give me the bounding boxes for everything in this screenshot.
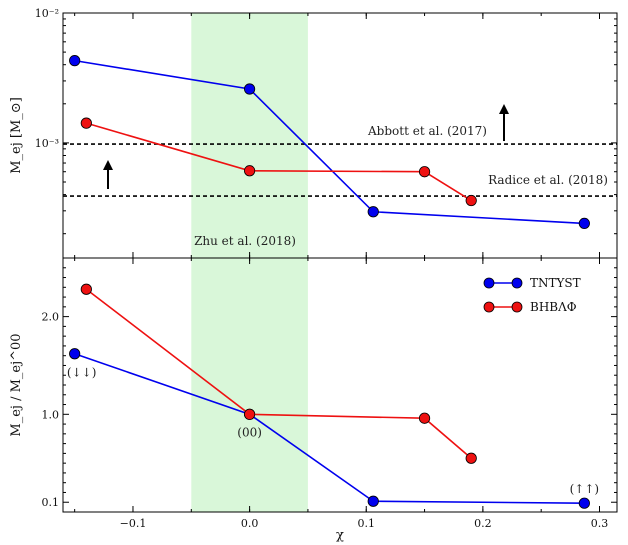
point-label-2: (00) xyxy=(237,425,262,439)
series-line-bottom-2 xyxy=(85,288,472,459)
point-label-1: (↓↓) xyxy=(67,366,96,380)
data-point-top-1-2 xyxy=(244,83,256,95)
annotation-radice: Radice et al. (2018) xyxy=(488,173,608,187)
legend-marker-left-1 xyxy=(483,277,495,289)
series-line-bottom-1 xyxy=(74,352,585,505)
data-point-top-2-3 xyxy=(418,166,431,178)
x-axis-label: χ xyxy=(336,528,344,543)
data-point-top-2-2 xyxy=(244,165,256,177)
data-point-top-2-4 xyxy=(465,194,477,207)
shaded-band-top xyxy=(191,13,308,258)
data-point-top-1-1 xyxy=(69,55,81,67)
shaded-band-bottom xyxy=(191,258,308,512)
y-tick-label-top-2: 10⁻³ xyxy=(35,137,59,150)
arrow-radice-head xyxy=(103,160,113,170)
x-tick-label-2: 0.0 xyxy=(241,517,259,530)
data-point-bottom-1-3 xyxy=(367,495,379,507)
series-line-top-1 xyxy=(74,59,585,225)
x-tick-label-5: 0.3 xyxy=(591,517,609,530)
x-tick-label-1: −0.1 xyxy=(120,517,147,530)
y-tick-label-top-1: 10⁻² xyxy=(35,7,59,20)
y-tick-label-bottom-1: 0.1 xyxy=(42,496,60,509)
legend-marker-left-2 xyxy=(483,301,495,313)
y-axis-label-top: M_ej [M_⊙] xyxy=(9,97,24,174)
legend-label-2: BHBΛΦ xyxy=(530,300,577,314)
x-tick-label-4: 0.2 xyxy=(474,517,492,530)
data-point-top-1-4 xyxy=(578,217,590,230)
data-point-bottom-1-4 xyxy=(578,497,590,509)
data-point-top-1-3 xyxy=(367,206,379,218)
data-point-bottom-2-1 xyxy=(80,283,92,295)
arrow-abbott-head xyxy=(499,104,509,114)
bottom-panel-frame xyxy=(62,257,618,513)
legend-label-1: TNTYST xyxy=(530,276,581,290)
point-label-3: (↑↑) xyxy=(570,482,599,496)
data-point-bottom-2-3 xyxy=(418,412,431,424)
data-point-bottom-2-4 xyxy=(465,452,477,464)
y-tick-label-bottom-3: 2.0 xyxy=(42,311,60,324)
series-line-top-2 xyxy=(86,122,472,202)
annotation-zhu: Zhu et al. (2018) xyxy=(194,234,296,248)
data-point-bottom-2-2 xyxy=(244,408,256,420)
legend-marker-right-2 xyxy=(511,301,523,313)
y-tick-label-bottom-2: 1.0 xyxy=(42,408,60,421)
x-tick-label-3: 0.1 xyxy=(357,517,375,530)
legend-marker-right-1 xyxy=(511,277,523,289)
data-point-bottom-1-1 xyxy=(69,348,81,360)
annotation-abbott: Abbott et al. (2017) xyxy=(367,124,487,138)
data-point-top-2-1 xyxy=(80,117,92,129)
y-axis-label-bottom: M_ej / M_ej^00 xyxy=(9,333,24,436)
